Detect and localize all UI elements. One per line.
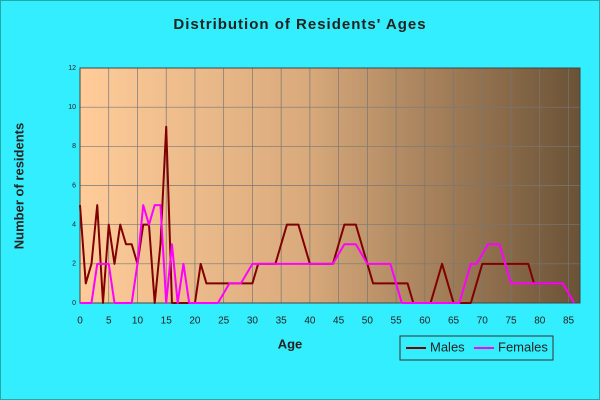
y-tick-label: 4 (72, 222, 76, 229)
x-tick-label: 0 (77, 316, 83, 327)
x-tick-label: 80 (534, 316, 546, 327)
x-tick-label: 35 (276, 316, 288, 327)
x-tick-label: 60 (419, 316, 431, 327)
x-tick-label: 25 (218, 316, 230, 327)
x-tick-label: 75 (505, 316, 517, 327)
legend-label: Females (498, 339, 548, 354)
x-tick-label: 70 (477, 316, 489, 327)
x-axis-label: Age (278, 336, 303, 351)
x-tick-label: 15 (161, 316, 173, 327)
legend-box (399, 335, 554, 361)
x-tick-label: 5 (106, 316, 112, 327)
y-tick-label: 6 (72, 182, 76, 189)
legend-label: Males (430, 339, 465, 354)
y-tick-label: 8 (72, 143, 76, 150)
chart-title: Distribution of Residents' Ages (173, 16, 426, 33)
x-tick-label: 20 (189, 316, 201, 327)
y-tick-label: 2 (72, 261, 76, 268)
y-tick-label: 0 (72, 300, 76, 307)
x-tick-label: 40 (304, 316, 316, 327)
y-tick-label: 10 (68, 104, 76, 111)
x-tick-label: 30 (247, 316, 259, 327)
x-tick-label: 55 (391, 316, 403, 327)
y-axis-label: Number of residents (11, 123, 26, 249)
y-tick-label: 12 (68, 65, 76, 72)
x-tick-label: 50 (362, 316, 374, 327)
x-tick-label: 85 (563, 316, 575, 327)
series-line (80, 204, 576, 304)
x-tick-label: 45 (333, 316, 345, 327)
plot-border (79, 67, 581, 304)
x-tick-label: 10 (132, 316, 144, 327)
x-tick-label: 65 (448, 316, 460, 327)
